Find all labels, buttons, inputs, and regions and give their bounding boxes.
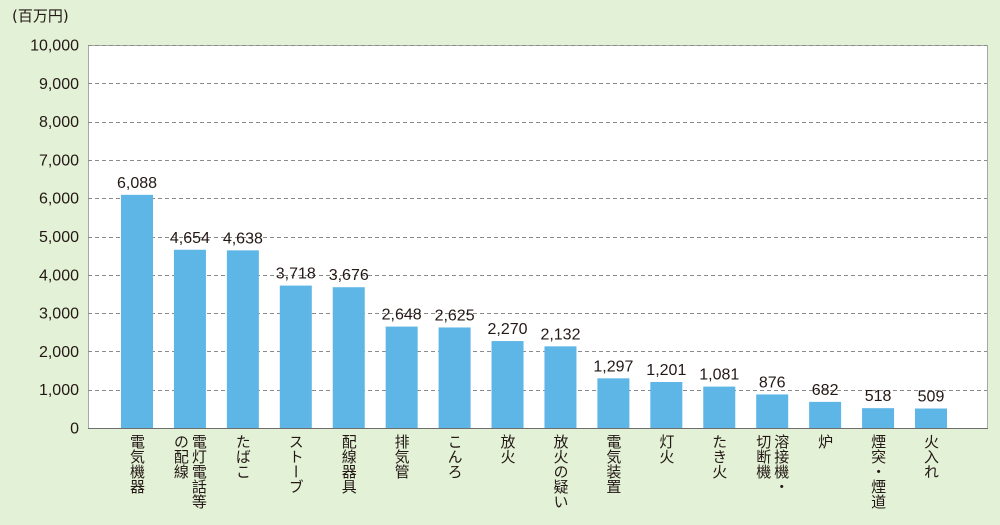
y-tick-label: 6,000 [39, 191, 79, 208]
value-label: 4,638 [223, 230, 263, 247]
value-label: 4,654 [170, 230, 210, 247]
y-tick-label: 0 [70, 421, 79, 438]
y-tick-label: 10,000 [30, 38, 79, 55]
value-label: 2,132 [540, 326, 580, 343]
value-label: 2,270 [488, 321, 528, 338]
bar [438, 327, 471, 428]
value-label: 682 [812, 382, 839, 399]
bar [332, 287, 365, 428]
y-tick-label: 1,000 [39, 382, 79, 399]
bar [650, 382, 683, 428]
y-tick-label: 3,000 [39, 306, 79, 323]
value-label: 2,648 [382, 307, 422, 324]
value-label: 3,718 [276, 266, 316, 283]
value-label: 6,088 [117, 175, 157, 192]
bar [756, 394, 789, 428]
bar [862, 408, 895, 428]
y-tick-label: 2,000 [39, 344, 79, 361]
value-label: 1,201 [646, 362, 686, 379]
value-label: 1,081 [699, 367, 739, 384]
y-tick-label: 8,000 [39, 114, 79, 131]
value-label: 518 [865, 388, 892, 405]
y-tick-label: 7,000 [39, 152, 79, 169]
bar [226, 250, 259, 428]
bar [597, 378, 630, 428]
bar [491, 341, 524, 428]
value-label: 1,297 [593, 358, 633, 375]
bar [279, 285, 312, 428]
value-label: 509 [918, 389, 945, 406]
bar [385, 326, 418, 428]
bar [703, 386, 736, 428]
value-label: 3,676 [329, 267, 369, 284]
bar [544, 346, 577, 428]
y-tick-label: 4,000 [39, 267, 79, 284]
bar [121, 194, 153, 428]
bar [915, 408, 947, 428]
value-label: 876 [759, 374, 786, 391]
y-tick-label: 5,000 [39, 229, 79, 246]
y-tick-label: 9,000 [39, 76, 79, 93]
y-axis-unit-label: (百万円) [12, 7, 69, 25]
bar [173, 249, 206, 428]
value-label: 2,625 [435, 307, 475, 324]
bar [809, 401, 842, 428]
